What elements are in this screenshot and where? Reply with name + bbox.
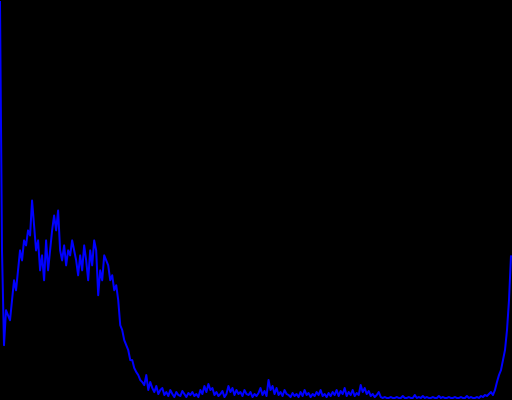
histogram-line [0,0,512,399]
background [0,0,512,400]
chart [0,0,512,400]
page: {"chart_data": {"type": "line", "color":… [0,0,512,400]
